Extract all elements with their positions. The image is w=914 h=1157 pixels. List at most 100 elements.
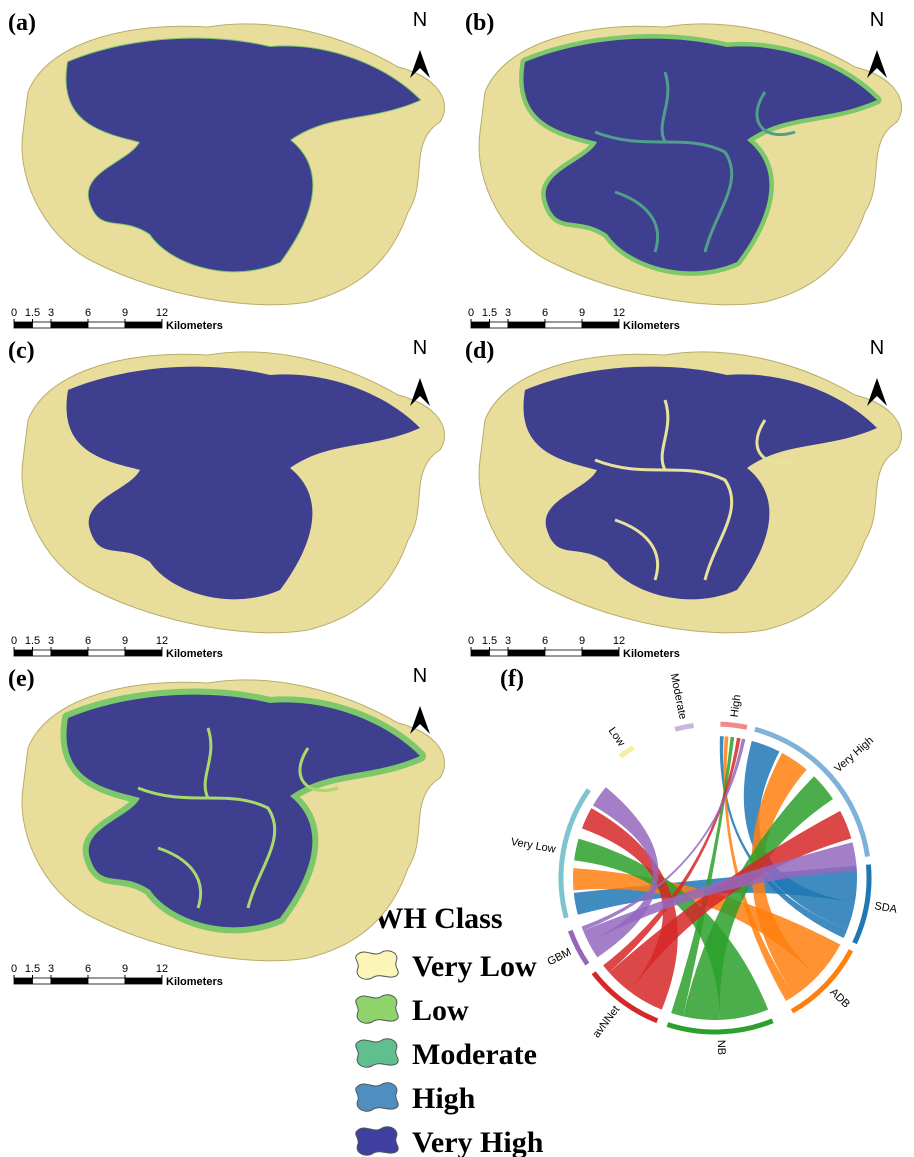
map (479, 352, 902, 633)
panel-label: (d) (465, 338, 494, 364)
class-label: High (729, 694, 744, 718)
scale-label: 6 (542, 635, 548, 647)
scale-label: 1.5 (25, 635, 40, 647)
model-label: SDA (874, 900, 899, 916)
scale-label: 9 (579, 307, 585, 319)
scale-segment (125, 650, 162, 656)
legend-swatch (356, 1127, 399, 1156)
class-arc (675, 725, 693, 729)
legend-item: Low (412, 994, 469, 1027)
class-label: Very Low (510, 836, 557, 856)
model-label: ADB (827, 986, 852, 1010)
scale-segment (51, 650, 88, 656)
north-label: N (413, 665, 427, 687)
map (22, 24, 445, 305)
scale-label: 0 (11, 307, 17, 319)
model-arc (667, 1021, 772, 1032)
panel-label: (b) (465, 10, 494, 36)
scale-segment (508, 650, 545, 656)
chord-diagram: (f) Very Low Low Moderate High Very High SDA AD… (500, 666, 899, 1055)
class-label: Low (606, 725, 627, 748)
scale-label: 0 (468, 307, 474, 319)
scale-label: 12 (156, 635, 168, 647)
model-label: NB (715, 1040, 728, 1056)
scale-segment (14, 650, 33, 656)
scale-label: 0 (11, 963, 17, 975)
panel-label: (e) (8, 666, 35, 692)
class-arc (720, 724, 747, 727)
model-arc (570, 931, 587, 964)
legend-swatch (356, 951, 399, 980)
scale-label: 1.5 (482, 307, 497, 319)
north-label: N (870, 337, 884, 359)
scale-segment (471, 322, 490, 328)
north-label: N (413, 337, 427, 359)
scale-segment (490, 322, 509, 328)
scale-label: 6 (542, 307, 548, 319)
scale-label: 6 (85, 635, 91, 647)
scale-segment (14, 322, 33, 328)
scale-unit: Kilometers (623, 648, 680, 660)
panel-label: (f) (500, 666, 524, 692)
scale-segment (33, 978, 52, 984)
scale-unit: Kilometers (623, 320, 680, 332)
legend-swatch (356, 1039, 399, 1068)
scale-label: 3 (48, 307, 54, 319)
north-arrow (867, 378, 887, 406)
scale-segment (125, 322, 162, 328)
legend-item: Moderate (412, 1038, 537, 1071)
north-label: N (413, 9, 427, 31)
scale-segment (88, 322, 125, 328)
class-arc (620, 747, 633, 756)
scale-segment (88, 978, 125, 984)
legend-swatch (356, 995, 399, 1024)
scale-label: 9 (579, 635, 585, 647)
class-label: Moderate (668, 672, 689, 720)
class-label: Very High (832, 734, 876, 775)
map (479, 24, 902, 305)
scale-label: 3 (48, 963, 54, 975)
scale-segment (508, 322, 545, 328)
scale-label: 0 (11, 635, 17, 647)
scale-unit: Kilometers (166, 320, 223, 332)
scale-label: 6 (85, 963, 91, 975)
figure: (f) Very Low Low Moderate High Very High SDA AD… (0, 0, 914, 1157)
scale-label: 9 (122, 307, 128, 319)
legend-item: Very Low (412, 950, 537, 983)
scale-segment (88, 650, 125, 656)
map-panel: (e)N01.536912Kilometers (8, 665, 445, 988)
scale-label: 12 (156, 307, 168, 319)
scale-segment (545, 322, 582, 328)
scale-unit: Kilometers (166, 648, 223, 660)
map-panel: (d)N01.536912Kilometers (465, 337, 902, 660)
north-arrow (410, 378, 430, 406)
scale-label: 12 (613, 635, 625, 647)
panel-label: (c) (8, 338, 35, 364)
scale-label: 9 (122, 635, 128, 647)
scale-label: 1.5 (25, 307, 40, 319)
scale-segment (125, 978, 162, 984)
scale-label: 12 (156, 963, 168, 975)
scale-label: 1.5 (25, 963, 40, 975)
scale-segment (545, 650, 582, 656)
scale-segment (582, 650, 619, 656)
scale-segment (51, 322, 88, 328)
scale-label: 3 (48, 635, 54, 647)
scale-segment (490, 650, 509, 656)
north-label: N (870, 9, 884, 31)
legend-swatch (356, 1083, 399, 1112)
scale-label: 3 (505, 307, 511, 319)
north-arrow (410, 706, 430, 734)
scale-label: 6 (85, 307, 91, 319)
scale-label: 1.5 (482, 635, 497, 647)
north-arrow (410, 50, 430, 78)
scale-unit: Kilometers (166, 976, 223, 988)
north-arrow (867, 50, 887, 78)
scale-label: 0 (468, 635, 474, 647)
scale-segment (33, 650, 52, 656)
map (22, 352, 445, 633)
legend-item: Very High (412, 1126, 544, 1157)
model-label: avNNet (591, 1004, 623, 1041)
